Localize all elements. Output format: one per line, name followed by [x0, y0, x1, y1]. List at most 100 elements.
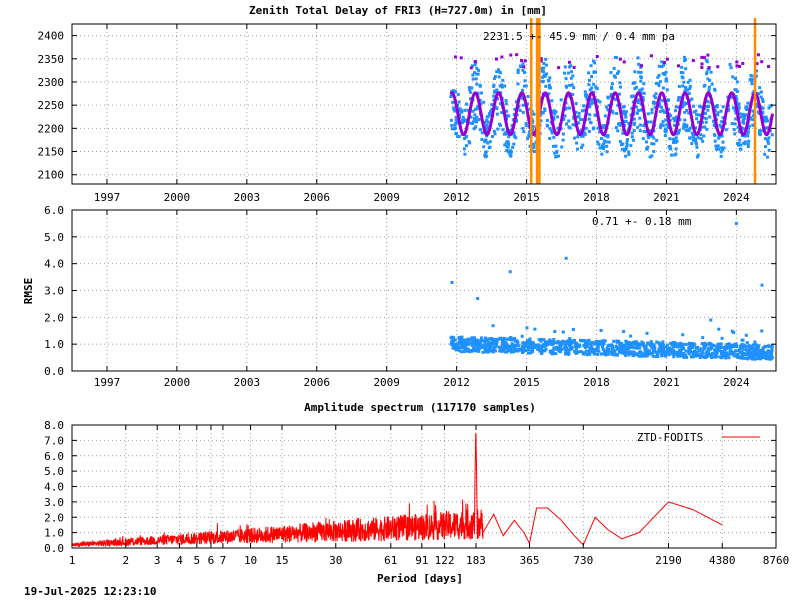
x-tick-label: 1997: [94, 191, 121, 204]
ztd-point: [606, 96, 610, 100]
ztd-point: [473, 63, 477, 67]
x-tick-label: 2: [122, 554, 129, 567]
ztd-point: [715, 105, 719, 109]
ztd-point: [610, 82, 614, 86]
ztd-point: [587, 83, 591, 87]
ztd-point: [456, 135, 460, 139]
rmse-point: [667, 348, 671, 352]
ztd-point: [755, 102, 759, 106]
rmse-point: [760, 350, 764, 354]
rmse-point: [675, 345, 679, 349]
rmse-point: [482, 339, 486, 343]
ztd-point: [546, 78, 550, 82]
ztd-point: [713, 105, 717, 109]
rmse-point: [704, 352, 708, 356]
ztd-point: [496, 127, 500, 131]
ztd-point: [473, 71, 477, 75]
rmse-point: [735, 354, 739, 358]
rmse-point: [687, 350, 691, 354]
rmse-point: [585, 341, 589, 345]
ztd-point: [624, 147, 628, 151]
ztd-point: [477, 68, 481, 72]
x-tick-label: 2003: [234, 191, 261, 204]
rmse-point: [642, 344, 646, 348]
rmse-point: [689, 355, 693, 359]
ztd-point: [522, 71, 526, 75]
rmse-point: [481, 350, 485, 354]
ztd-point: [736, 125, 740, 129]
ztd-point: [719, 150, 723, 154]
ztd-point: [512, 133, 516, 137]
ztd-point: [457, 109, 461, 113]
rmse-point: [495, 338, 499, 342]
ztd-point: [650, 108, 654, 112]
ztd-high-point: [520, 59, 524, 63]
rmse-point: [494, 345, 498, 349]
ztd-point: [767, 148, 771, 152]
ztd-point: [664, 70, 668, 74]
x-tick-label: 122: [435, 554, 455, 567]
ztd-point: [460, 109, 464, 113]
rmse-point: [615, 347, 619, 351]
ztd-high-point: [557, 66, 561, 70]
ztd-point: [664, 129, 668, 133]
rmse-point: [552, 352, 556, 356]
ztd-point: [637, 70, 641, 74]
rmse-point: [599, 328, 603, 332]
ztd-point: [584, 126, 588, 130]
ztd-point: [669, 147, 673, 151]
rmse-point: [759, 357, 763, 361]
rmse-point: [751, 343, 755, 347]
rmse-point: [539, 347, 543, 351]
rmse-point: [701, 350, 705, 354]
ztd-point: [638, 98, 642, 102]
rmse-point: [709, 352, 713, 356]
ztd-point: [681, 126, 685, 130]
ztd-point: [650, 111, 654, 115]
ztd-point: [501, 128, 505, 132]
x-tick-label: 2018: [583, 376, 610, 389]
rmse-point: [725, 345, 729, 349]
ztd-point: [735, 80, 739, 84]
ztd-point: [547, 83, 551, 87]
rmse-point: [661, 340, 665, 344]
rmse-point: [650, 346, 654, 350]
rmse-point: [471, 339, 475, 343]
ztd-point: [471, 122, 475, 126]
ztd-point: [761, 97, 765, 101]
ztd-point: [719, 125, 723, 129]
ztd-point: [513, 134, 517, 138]
ztd-point: [766, 141, 770, 145]
rmse-point: [655, 351, 659, 355]
ztd-high-point: [522, 65, 526, 69]
ztd-point: [660, 65, 664, 69]
rmse-point: [469, 338, 473, 342]
ztd-point: [678, 118, 682, 122]
ztd-point: [657, 73, 661, 77]
ztd-point: [569, 76, 573, 80]
rmse-point: [616, 339, 620, 343]
ztd-point: [708, 115, 712, 119]
ztd-point: [523, 79, 527, 83]
ztd-point: [619, 143, 623, 147]
ztd-point: [449, 95, 453, 99]
rmse-point: [602, 352, 606, 356]
rmse-point: [546, 343, 550, 347]
ztd-high-point: [691, 59, 695, 63]
ztd-point: [449, 93, 453, 97]
rmse-point: [601, 345, 605, 349]
ztd-point: [674, 109, 678, 113]
ztd-point: [733, 122, 737, 126]
ztd-point: [736, 141, 740, 145]
ztd-point: [720, 146, 724, 150]
ztd-point: [521, 103, 525, 107]
rmse-point: [484, 350, 488, 354]
ztd-point: [504, 102, 508, 106]
rmse-point: [512, 345, 516, 349]
rmse-point: [556, 340, 560, 344]
ztd-point: [475, 66, 479, 70]
ztd-point: [647, 136, 651, 140]
ztd-point: [733, 108, 737, 112]
ztd-point: [590, 86, 594, 90]
